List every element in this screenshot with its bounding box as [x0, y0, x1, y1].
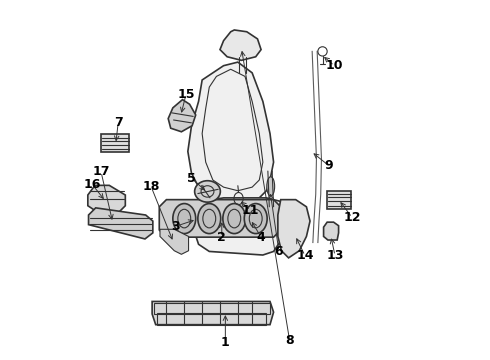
Polygon shape: [152, 301, 273, 325]
Polygon shape: [168, 100, 196, 132]
Bar: [327, 191, 351, 209]
Polygon shape: [195, 198, 288, 255]
Ellipse shape: [173, 203, 196, 234]
Text: 12: 12: [343, 211, 361, 224]
Text: 11: 11: [242, 204, 259, 217]
Polygon shape: [88, 185, 125, 213]
Text: 16: 16: [83, 178, 101, 191]
Polygon shape: [89, 208, 153, 239]
Text: 8: 8: [285, 334, 294, 347]
Polygon shape: [323, 222, 339, 240]
Ellipse shape: [195, 181, 220, 202]
Text: 15: 15: [177, 88, 195, 101]
Text: 18: 18: [143, 180, 160, 193]
Polygon shape: [160, 229, 189, 254]
Polygon shape: [220, 30, 261, 60]
Ellipse shape: [223, 203, 245, 234]
Text: 13: 13: [326, 249, 343, 262]
Polygon shape: [188, 62, 273, 202]
Text: 14: 14: [296, 249, 314, 262]
Polygon shape: [278, 200, 310, 258]
Text: 6: 6: [274, 245, 283, 258]
Text: 9: 9: [325, 159, 333, 172]
Text: 7: 7: [114, 116, 122, 129]
Text: 10: 10: [325, 59, 343, 72]
Bar: [157, 313, 267, 325]
Ellipse shape: [198, 203, 220, 234]
Bar: [154, 302, 270, 314]
Bar: [101, 134, 129, 152]
Text: 17: 17: [92, 165, 110, 178]
Ellipse shape: [267, 177, 275, 196]
Text: 4: 4: [257, 231, 266, 244]
Text: 2: 2: [218, 231, 226, 244]
Polygon shape: [159, 200, 281, 237]
Text: 3: 3: [171, 220, 180, 233]
Text: 1: 1: [221, 336, 230, 349]
Ellipse shape: [245, 203, 267, 234]
Text: 5: 5: [187, 172, 196, 185]
